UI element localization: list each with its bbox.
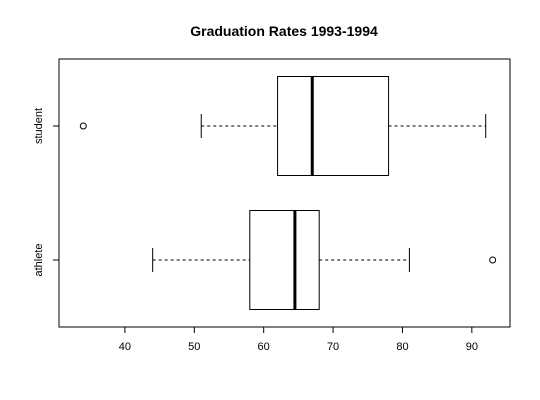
chart-title: Graduation Rates 1993-1994 bbox=[190, 23, 378, 39]
x-tick-label: 80 bbox=[396, 341, 408, 353]
x-tick-label: 90 bbox=[466, 341, 478, 353]
box-group: student athlete bbox=[33, 76, 497, 310]
iqr-box bbox=[249, 210, 320, 310]
iqr-box bbox=[277, 76, 390, 176]
outlier-point bbox=[489, 256, 497, 264]
x-tick-label: 40 bbox=[119, 341, 131, 353]
box-athlete: athlete bbox=[33, 210, 497, 310]
box-student: student bbox=[33, 76, 487, 176]
x-tick-label: 70 bbox=[327, 341, 339, 353]
outlier-point bbox=[79, 122, 87, 130]
x-tick-label: 50 bbox=[188, 341, 200, 353]
category-label: athlete bbox=[33, 243, 45, 276]
category-label: student bbox=[33, 108, 45, 144]
x-axis: 40 50 60 70 80 90 bbox=[119, 327, 478, 353]
x-tick-label: 60 bbox=[258, 341, 270, 353]
